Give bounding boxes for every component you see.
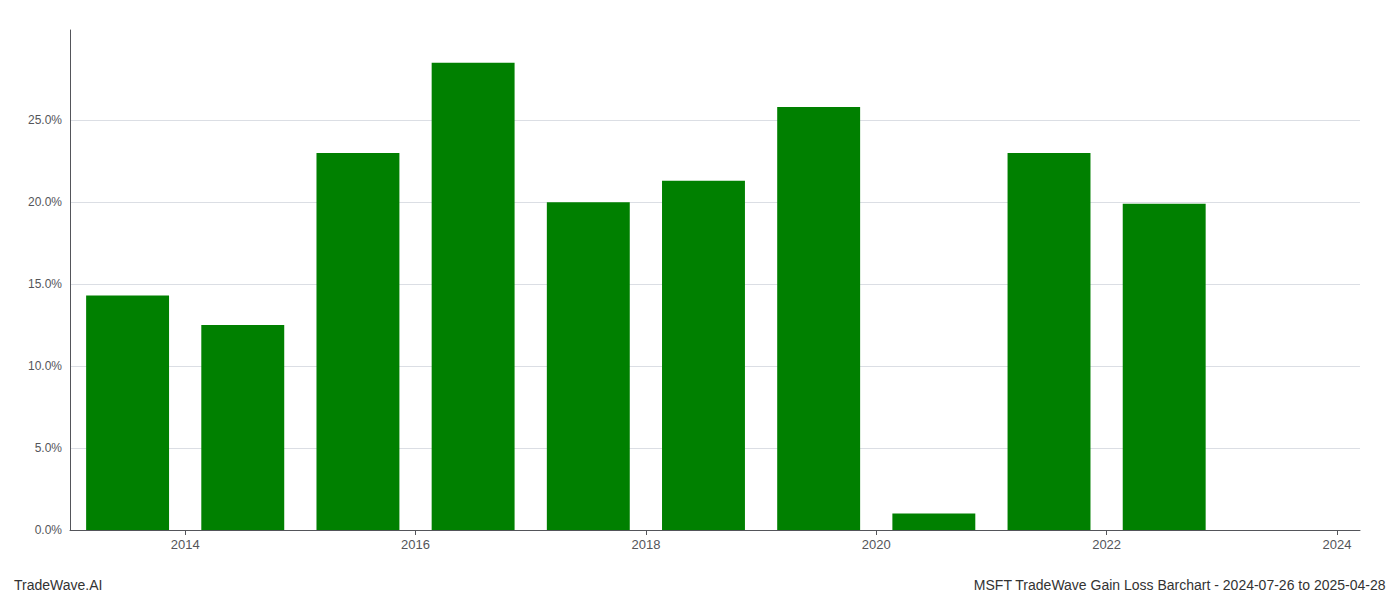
svg-text:2018: 2018 <box>631 537 660 552</box>
svg-text:20.0%: 20.0% <box>28 195 62 209</box>
svg-text:2020: 2020 <box>862 537 891 552</box>
svg-text:2014: 2014 <box>171 537 200 552</box>
svg-text:2016: 2016 <box>401 537 430 552</box>
svg-text:2022: 2022 <box>1092 537 1121 552</box>
svg-text:TradeWave.AI: TradeWave.AI <box>14 577 102 593</box>
svg-text:5.0%: 5.0% <box>35 441 63 455</box>
svg-text:2024: 2024 <box>1323 537 1352 552</box>
svg-text:25.0%: 25.0% <box>28 113 62 127</box>
svg-text:0.0%: 0.0% <box>35 523 63 537</box>
svg-text:15.0%: 15.0% <box>28 277 62 291</box>
svg-text:10.0%: 10.0% <box>28 359 62 373</box>
svg-text:MSFT TradeWave Gain Loss Barch: MSFT TradeWave Gain Loss Barchart - 2024… <box>974 577 1386 593</box>
